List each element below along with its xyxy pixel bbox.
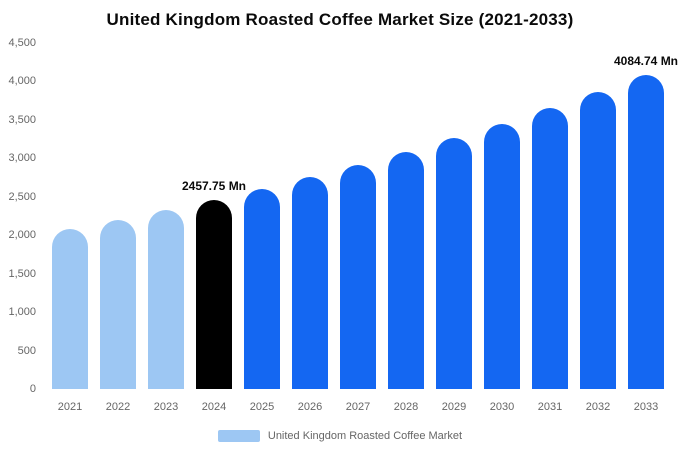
x-axis-label-2030: 2030 xyxy=(489,401,515,413)
bar-2023[interactable] xyxy=(148,210,184,389)
bar-group-2033: 4084.74 Mn 2033 xyxy=(614,43,678,413)
bar-group-2026: 2026 xyxy=(286,43,334,413)
x-axis-label-2031: 2031 xyxy=(537,401,563,413)
bar-group-2030: 2030 xyxy=(478,43,526,413)
y-axis-tick-3500: 3,500 xyxy=(8,113,36,126)
plot-area: 2021 2022 2023 2457.75 Mn 2024 2025 2026 2027 20… xyxy=(46,43,678,413)
bar-2033[interactable] xyxy=(628,74,664,389)
x-axis-label-2032: 2032 xyxy=(585,401,611,413)
y-axis-tick-4000: 4,000 xyxy=(8,75,36,88)
legend-label: United Kingdom Roasted Coffee Market xyxy=(267,430,463,442)
bar-2025[interactable] xyxy=(244,189,280,389)
bar-group-2023: 2023 xyxy=(142,43,190,413)
x-axis-label-2027: 2027 xyxy=(345,401,371,413)
y-axis-tick-2000: 2,000 xyxy=(8,229,36,242)
bar-group-2029: 2029 xyxy=(430,43,478,413)
x-axis-label-2025: 2025 xyxy=(249,401,275,413)
bar-2027[interactable] xyxy=(340,165,376,389)
x-axis-label-2021: 2021 xyxy=(57,401,83,413)
bar-group-2031: 2031 xyxy=(526,43,574,413)
y-axis-tick-1500: 1,500 xyxy=(8,267,36,280)
bar-group-2028: 2028 xyxy=(382,43,430,413)
bar-2028[interactable] xyxy=(388,152,424,389)
x-axis-label-2028: 2028 xyxy=(393,401,419,413)
x-axis-label-2024: 2024 xyxy=(201,401,227,413)
bar-group-2027: 2027 xyxy=(334,43,382,413)
y-axis-tick-4500: 4,500 xyxy=(8,37,36,49)
bar-2022[interactable] xyxy=(100,220,136,389)
bar-2030[interactable] xyxy=(484,123,520,389)
x-axis-label-2026: 2026 xyxy=(297,401,323,413)
data-label-2024: 2457.75 Mn xyxy=(181,179,247,194)
bar-2021[interactable] xyxy=(52,229,88,389)
y-axis: 0 500 1,000 1,500 2,000 2,500 3,000 3,500 4,000 4… xyxy=(0,37,40,395)
legend-swatch xyxy=(217,430,260,442)
x-axis-label-2023: 2023 xyxy=(153,401,179,413)
bar-group-2022: 2022 xyxy=(94,43,142,413)
y-axis-tick-500: 500 xyxy=(17,344,36,357)
bar-2024[interactable] xyxy=(196,200,232,389)
x-axis-label-2022: 2022 xyxy=(105,401,131,413)
chart-title: United Kingdom Roasted Coffee Market Siz… xyxy=(106,10,574,29)
y-axis-tick-2500: 2,500 xyxy=(8,190,36,203)
y-axis-tick-0: 0 xyxy=(29,383,36,395)
bar-group-2025: 2025 xyxy=(238,43,286,413)
data-label-2033: 4084.74 Mn xyxy=(613,53,679,68)
bar-2032[interactable] xyxy=(580,92,616,389)
bar-2031[interactable] xyxy=(532,108,568,389)
bar-2026[interactable] xyxy=(292,177,328,389)
y-axis-tick-3000: 3,000 xyxy=(8,152,36,165)
bar-2029[interactable] xyxy=(436,138,472,389)
x-axis-label-2033: 2033 xyxy=(633,401,659,413)
legend-item[interactable]: United Kingdom Roasted Coffee Market xyxy=(0,430,680,442)
bar-group-2024: 2457.75 Mn 2024 xyxy=(182,43,246,413)
y-axis-tick-1000: 1,000 xyxy=(8,306,36,319)
bar-group-2021: 2021 xyxy=(46,43,94,413)
bar-group-2032: 2032 xyxy=(574,43,622,413)
x-axis-label-2029: 2029 xyxy=(441,401,467,413)
